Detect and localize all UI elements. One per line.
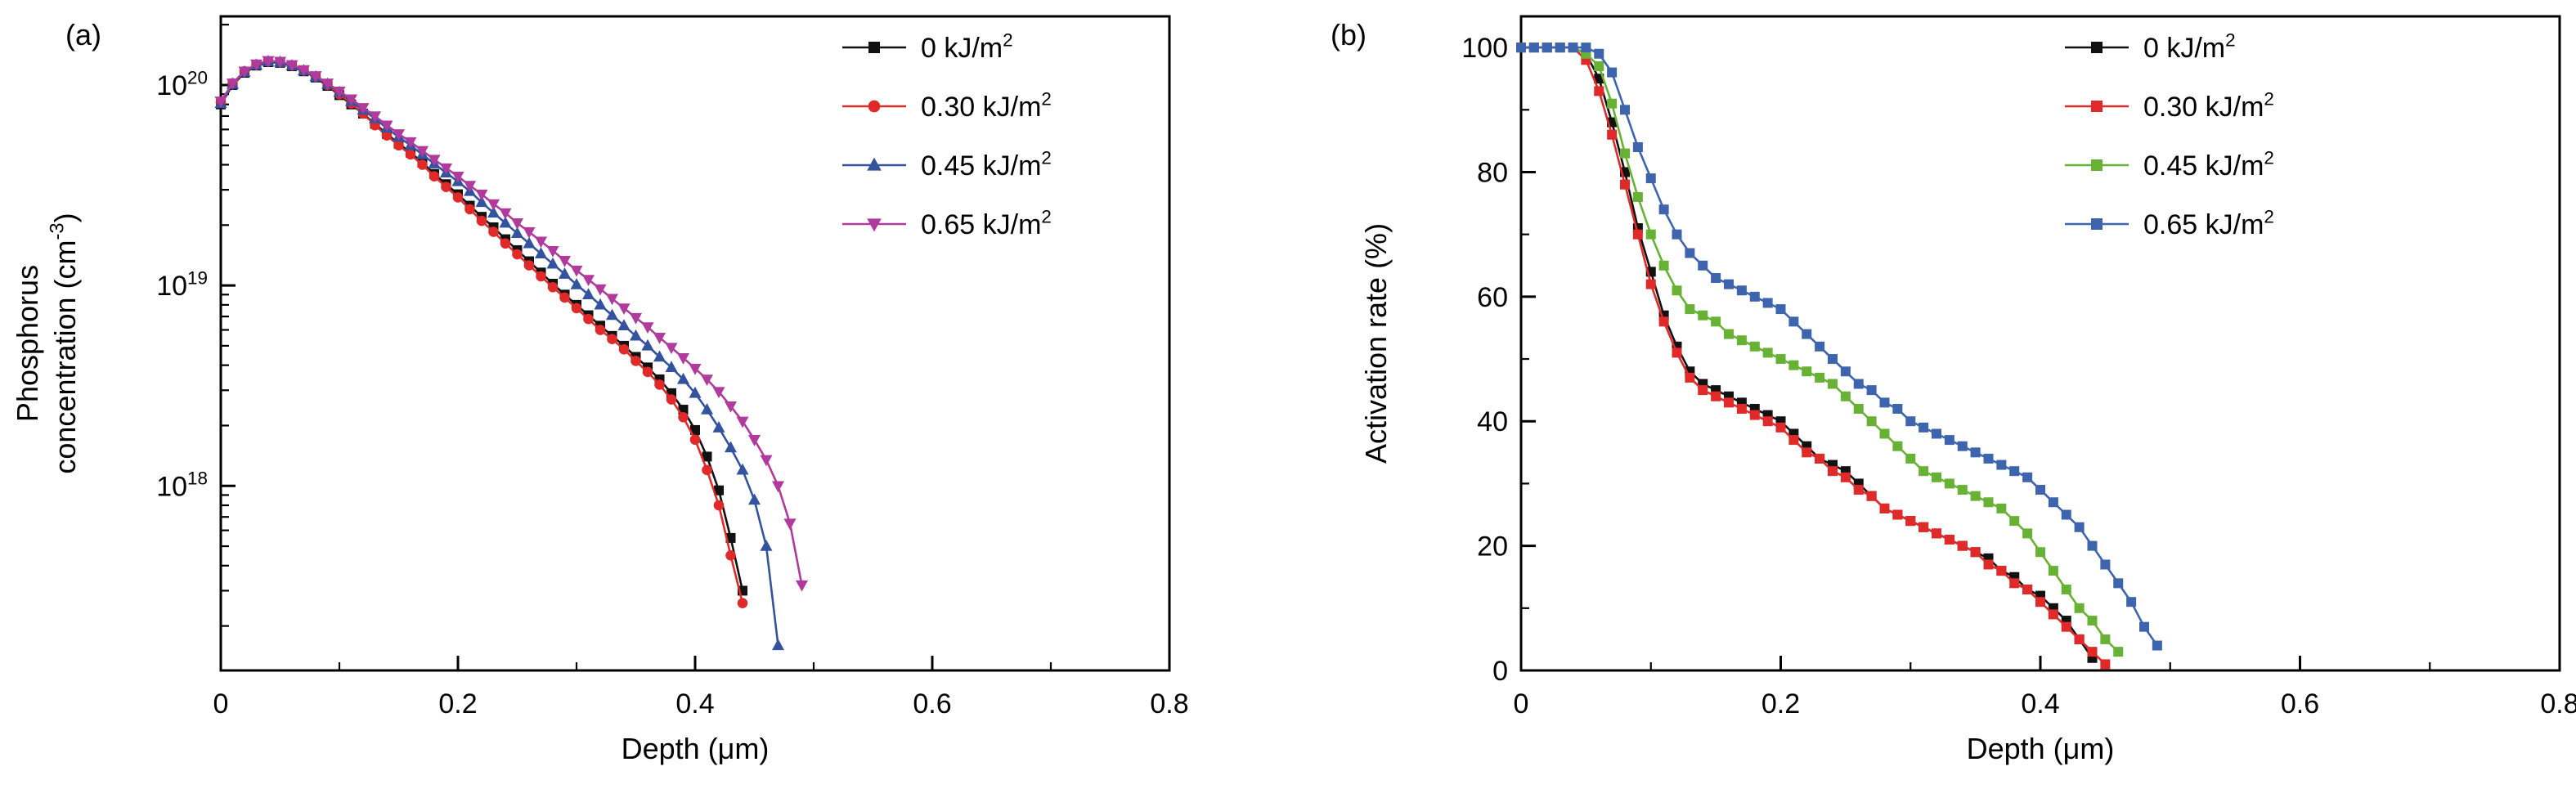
legend-entry-2: 0.45 kJ/m2 <box>2065 147 2274 182</box>
series-b-0 <box>1516 43 2098 663</box>
x-axis-title: Depth (μm) <box>1967 732 2115 765</box>
y-tick-label: 60 <box>1477 282 1508 313</box>
y-tick-label: 0 <box>1492 656 1508 687</box>
x-tick-label: 0.8 <box>1150 688 1188 720</box>
y-tick-label: 80 <box>1477 157 1508 188</box>
panel-a: 0 0.2 0.4 0.6 0.8 1018 1019 1020 Depth (μm) Phosp… <box>11 15 1189 765</box>
legend-entry-0: 0 kJ/m2 <box>842 29 1013 64</box>
x-tick-label: 0.6 <box>2281 688 2319 720</box>
legend-label: 0.45 kJ/m2 <box>2143 147 2274 182</box>
y-tick-label: 40 <box>1477 406 1508 437</box>
panel-label: (a) <box>65 18 101 52</box>
legend-label: 0.30 kJ/m2 <box>2143 88 2274 123</box>
y-axis-title: Phosphorus <box>11 265 44 422</box>
axes: 0 0.2 0.4 0.6 0.8 0 20 40 60 80 100 <box>1461 33 2576 720</box>
chart-a-svg: 0 0.2 0.4 0.6 0.8 1018 1019 1020 Depth (μm) Phosp… <box>11 15 1189 765</box>
chart-b-svg: 0 0.2 0.4 0.6 0.8 0 20 40 60 80 100 Depth (μm) Activ… <box>1331 15 2576 765</box>
series-a-2 <box>214 55 784 651</box>
legend-entry-3: 0.65 kJ/m2 <box>2065 206 2274 240</box>
legend-label: 0.65 kJ/m2 <box>2143 206 2274 240</box>
legend-entry-3: 0.65 kJ/m2 <box>842 206 1052 240</box>
y-tick-label: 100 <box>1461 33 1508 64</box>
x-tick-label: 0 <box>1514 688 1529 720</box>
legend-entry-1: 0.30 kJ/m2 <box>842 88 1052 123</box>
y-axis-title: concentration (cm-3) <box>47 213 82 473</box>
legend-label: 0.45 kJ/m2 <box>921 147 1052 182</box>
x-tick-label: 0.4 <box>675 688 714 720</box>
legend-entry-0: 0 kJ/m2 <box>2065 29 2236 64</box>
legend: 0 kJ/m2 0.30 kJ/m2 0.45 kJ/m2 0.65 kJ/m2 <box>2065 29 2274 240</box>
series-b-1 <box>1516 43 2111 670</box>
y-tick-label: 1018 <box>156 468 208 503</box>
legend-entry-2: 0.45 kJ/m2 <box>842 147 1052 182</box>
x-tick-label: 0.4 <box>2021 688 2059 720</box>
x-tick-label: 0.6 <box>913 688 951 720</box>
y-tick-label: 20 <box>1477 531 1508 563</box>
y-tick-label: 1020 <box>156 67 208 101</box>
series-a-3 <box>214 56 808 592</box>
legend-entry-1: 0.30 kJ/m2 <box>2065 88 2274 123</box>
panel-label: (b) <box>1331 18 1367 52</box>
chart-b: 0 0.2 0.4 0.6 0.8 0 20 40 60 80 100 Depth (μm) Activ… <box>1331 15 2576 765</box>
legend: 0 kJ/m2 0.30 kJ/m2 0.45 kJ/m2 0.65 kJ/m2 <box>842 29 1052 240</box>
series-a-0 <box>216 57 747 596</box>
series-a-1 <box>215 56 748 608</box>
y-axis-title: Activation rate (%) <box>1359 223 1393 464</box>
x-tick-label: 0.8 <box>2540 688 2576 720</box>
legend-label: 0.65 kJ/m2 <box>921 206 1052 240</box>
chart-a: 0 0.2 0.4 0.6 0.8 1018 1019 1020 Depth (μm) Phosp… <box>11 15 1189 765</box>
x-tick-label: 0.2 <box>1761 688 1800 720</box>
legend-label: 0 kJ/m2 <box>2143 29 2236 64</box>
x-tick-label: 0 <box>213 688 229 720</box>
legend-label: 0.30 kJ/m2 <box>921 88 1052 123</box>
legend-label: 0 kJ/m2 <box>921 29 1013 64</box>
axes: 0 0.2 0.4 0.6 0.8 1018 1019 1020 <box>156 24 1189 720</box>
x-axis-title: Depth (μm) <box>622 732 770 765</box>
series-b-3 <box>1516 43 2162 651</box>
y-tick-label: 1019 <box>156 268 208 303</box>
panel-b: 0 0.2 0.4 0.6 0.8 0 20 40 60 80 100 Depth (μm) Activ… <box>1288 0 2576 789</box>
x-tick-label: 0.2 <box>438 688 477 720</box>
